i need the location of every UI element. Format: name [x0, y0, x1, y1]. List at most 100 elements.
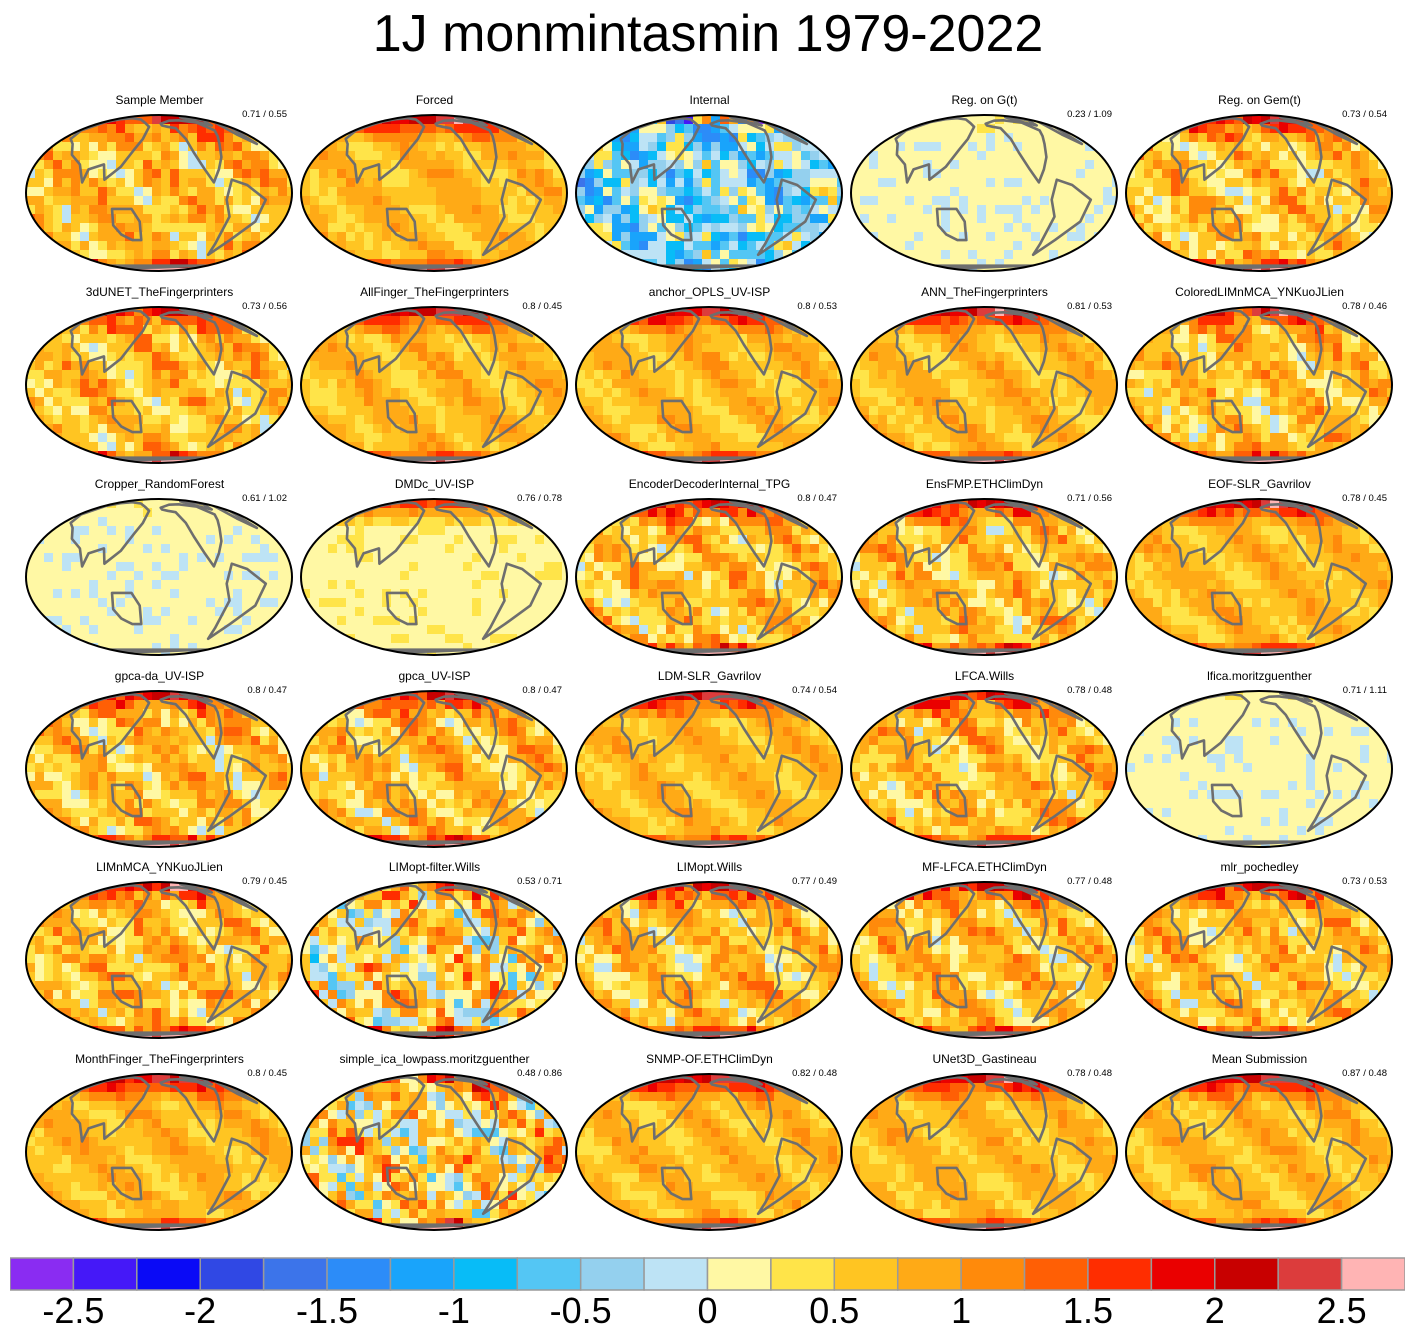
- map-outline: [25, 498, 293, 656]
- map-figure: [300, 114, 568, 272]
- coastline-namerica: [709, 502, 773, 568]
- colorbar-tick-label: -2: [184, 1290, 217, 1331]
- colorbar-segment: [10, 1257, 75, 1291]
- coastline-antarctic: [932, 840, 1036, 846]
- anomaly-field: [26, 1074, 292, 1230]
- panel-score: 0.87 / 0.48: [1342, 1068, 1387, 1079]
- panel-title: Cropper_RandomForest: [94, 477, 225, 491]
- chart-title: 1J monmintasmin 1979-2022: [372, 5, 1044, 63]
- coastline-samerica: [481, 754, 543, 833]
- anomaly-field: [26, 691, 292, 847]
- anomaly-field: [851, 307, 1117, 463]
- panel-score: 0.81 / 0.53: [1067, 301, 1112, 312]
- coastline-australia: [935, 974, 968, 1009]
- anomaly-field: [1126, 307, 1392, 463]
- map-figure: [25, 114, 293, 272]
- colorbar-segment: [262, 1257, 328, 1291]
- coastline-namerica: [434, 885, 498, 951]
- panel-score: 0.73 / 0.54: [1342, 109, 1387, 120]
- coastline-samerica: [1306, 1137, 1368, 1216]
- map-outline: [1125, 690, 1393, 848]
- map-figure: [1125, 498, 1393, 656]
- coastline-asia: [894, 500, 976, 568]
- colorbar-segment: [136, 1257, 201, 1291]
- colorbar-tick-label: -0.5: [549, 1290, 612, 1331]
- coastline-antarctic: [657, 648, 761, 654]
- map-outline: [25, 306, 293, 464]
- coastline-namerica: [984, 118, 1048, 184]
- coastline-australia: [935, 207, 968, 242]
- anomaly-field: [1126, 499, 1392, 655]
- coastline-samerica: [481, 562, 543, 641]
- map-figure: [25, 1073, 293, 1231]
- panel-score: 0.76 / 0.78: [517, 493, 562, 504]
- map-outline: [25, 690, 293, 848]
- coastline-samerica: [206, 754, 268, 833]
- coastline-namerica: [984, 885, 1048, 951]
- coastline-australia: [1210, 1166, 1243, 1201]
- coastline-namerica: [984, 694, 1048, 760]
- map-panel: mlr_pochedley 0.73 / 0.53: [1122, 860, 1397, 1050]
- map-outline: [300, 881, 568, 1039]
- colorbar-tick-label: 2: [1204, 1290, 1225, 1331]
- map-figure: [575, 498, 843, 656]
- coastline-asia: [894, 1075, 976, 1143]
- colorbar-segment: [960, 1257, 1026, 1291]
- colorbar-segment: [453, 1257, 519, 1291]
- coastline-namerica: [159, 885, 223, 951]
- coastline-australia: [110, 591, 143, 626]
- panel-title: lfica.moritzguenther: [1207, 669, 1312, 683]
- map-panel: AllFinger_TheFingerprinters 0.8 / 0.45: [297, 285, 572, 475]
- coastline-asia: [1169, 1075, 1251, 1143]
- coastline-samerica: [481, 1137, 543, 1216]
- coastline-namerica: [709, 118, 773, 184]
- map-panel: DMDc_UV-ISP 0.76 / 0.78: [297, 477, 572, 667]
- coastline-asia: [619, 500, 701, 568]
- panel-score: 0.74 / 0.54: [792, 685, 837, 696]
- map-outline: [850, 114, 1118, 272]
- coastline-antarctic: [382, 456, 486, 462]
- coastline-asia: [69, 1075, 151, 1143]
- map-panel: ColoredLIMnMCA_YNKuoJLien 0.78 / 0.46: [1122, 285, 1397, 475]
- anomaly-field: [301, 882, 567, 1038]
- coastline-samerica: [1031, 562, 1093, 641]
- anomaly-field: [851, 499, 1117, 655]
- coastline-antarctic: [1207, 648, 1311, 654]
- panel-score: 0.71 / 0.55: [242, 109, 287, 120]
- panel-title: Forced: [415, 93, 454, 107]
- panel-title: MonthFinger_TheFingerprinters: [75, 1052, 244, 1066]
- map-panel: LIMopt.Wills 0.77 / 0.49: [572, 860, 847, 1050]
- map-panel: Cropper_RandomForest 0.61 / 1.02: [22, 477, 297, 667]
- panel-title: EncoderDecoderInternal_TPG: [628, 477, 791, 491]
- coastline-namerica: [1259, 1077, 1323, 1143]
- colorbar-tick-label: 0: [697, 1290, 718, 1331]
- coastline-antarctic: [657, 840, 761, 846]
- map-panel: LFCA.Wills 0.78 / 0.48: [847, 669, 1122, 859]
- coastline-asia: [69, 116, 151, 184]
- map-panel: LIMnMCA_YNKuoJLien 0.79 / 0.45: [22, 860, 297, 1050]
- map-outline: [575, 114, 843, 272]
- colorbar-tick-label: -1: [437, 1290, 470, 1331]
- anomaly-field: [851, 882, 1117, 1038]
- panel-title: EOF-SLR_Gavrilov: [1208, 477, 1311, 491]
- coastline-samerica: [481, 370, 543, 449]
- coastline-namerica: [1259, 885, 1323, 951]
- coastline-australia: [1210, 974, 1243, 1009]
- coastline-asia: [619, 116, 701, 184]
- anomaly-field: [851, 115, 1117, 271]
- anomaly-field: [1126, 115, 1392, 271]
- anomaly-field: [26, 307, 292, 463]
- coastline-asia: [619, 692, 701, 760]
- panel-title: anchor_OPLS_UV-ISP: [648, 285, 771, 299]
- map-figure: [1125, 1073, 1393, 1231]
- panel-score: 0.8 / 0.53: [797, 301, 837, 312]
- panel-score: 0.61 / 1.02: [242, 493, 287, 504]
- coastline-asia: [619, 883, 701, 951]
- panel-score: 0.79 / 0.45: [242, 876, 287, 887]
- anomaly-field: [1126, 882, 1392, 1038]
- coastline-samerica: [206, 1137, 268, 1216]
- map-panel-grid: Sample Member 0.71 / 0.55 Forced Internal Re…: [22, 93, 1397, 1231]
- colorbar-segment: [1150, 1257, 1216, 1291]
- panel-title: MF-LFCA.ETHClimDyn: [922, 860, 1047, 874]
- coastline-samerica: [756, 370, 818, 449]
